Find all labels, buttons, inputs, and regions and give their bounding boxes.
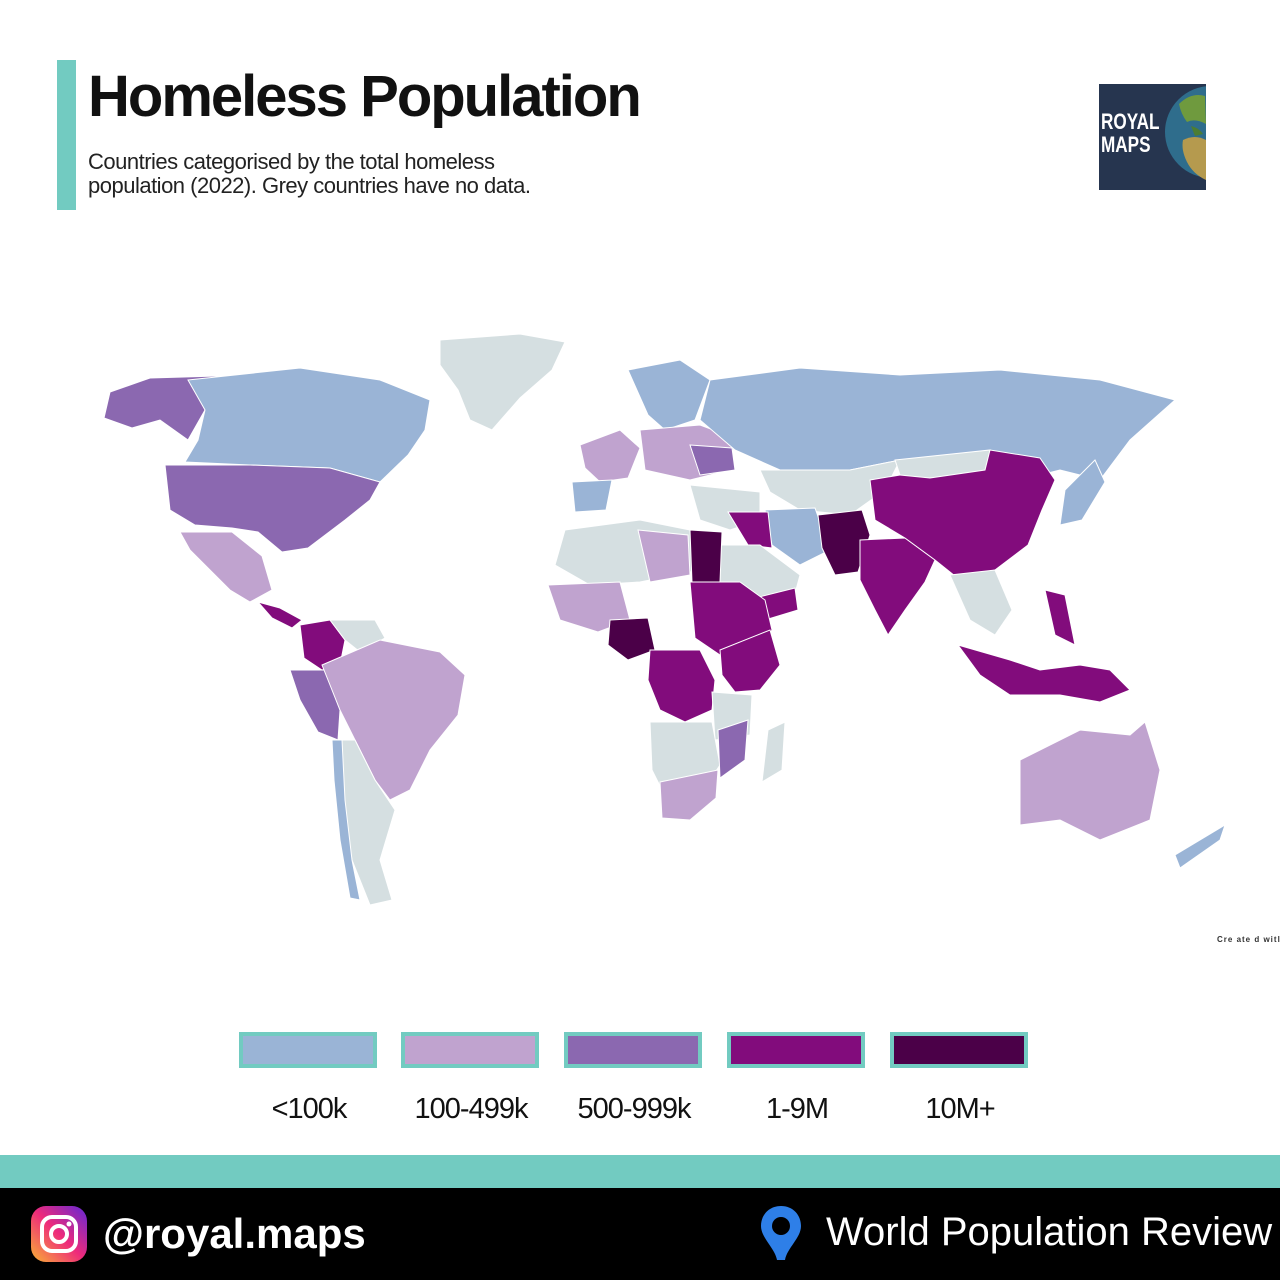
footer-accent-band: [0, 1155, 1280, 1188]
legend-label: 100-499k: [414, 1093, 529, 1125]
logo-line-1: ROYAL: [1101, 109, 1160, 134]
region-west-europe: [579, 429, 641, 483]
legend-swatch: [401, 1032, 539, 1068]
royal-maps-logo: ROYAL MAPS: [1099, 84, 1206, 190]
region-central-africa: [647, 649, 716, 723]
region-australia: [1019, 721, 1161, 841]
globe-icon: [1165, 86, 1206, 180]
region-egypt-sudan: [689, 529, 723, 583]
region-southeast-asia: [949, 569, 1013, 636]
region-india: [859, 537, 936, 636]
footer: @royal.maps World Population Review: [0, 1188, 1280, 1280]
region-iraq-syria: [727, 511, 773, 549]
page-subtitle: Countries categorised by the total homel…: [88, 149, 531, 198]
region-alaska: [103, 375, 219, 441]
region-south-africa: [659, 769, 719, 821]
region-central-america: [256, 601, 303, 629]
region-kazakhstan-central-asia: [759, 459, 901, 516]
region-new-zealand: [1174, 823, 1226, 869]
logo-text: ROYAL MAPS: [1101, 110, 1159, 156]
region-mexico: [179, 531, 273, 603]
region-chile: [331, 739, 361, 901]
legend-label: <100k: [271, 1093, 348, 1125]
region-philippines: [1044, 589, 1076, 646]
legend-swatch: [727, 1032, 865, 1068]
region-nigeria: [607, 617, 656, 661]
legend-label: 1-9M: [765, 1093, 829, 1125]
region-east-africa: [719, 629, 781, 693]
region-brazil: [321, 639, 466, 801]
region-mozambique: [717, 719, 749, 779]
legend-swatch: [890, 1032, 1028, 1068]
page-title: Homeless Population: [88, 64, 642, 129]
region-japan-korea: [1059, 459, 1106, 526]
data-source: World Population Review: [826, 1210, 1273, 1254]
world-map: [103, 333, 1226, 906]
region-greenland: [439, 333, 566, 431]
location-pin-icon: [761, 1206, 801, 1260]
region-russia: [699, 367, 1177, 481]
instagram-handle[interactable]: @royal.maps: [103, 1210, 366, 1257]
title-accent-bar: [57, 60, 76, 210]
region-pakistan-afghanistan: [817, 509, 871, 576]
region-usa: [164, 464, 381, 553]
region-madagascar: [761, 721, 786, 783]
legend-label: 500-999k: [577, 1093, 692, 1125]
region-mongolia: [894, 449, 991, 479]
region-indonesia: [956, 644, 1131, 703]
region-scandinavia: [627, 359, 711, 431]
map-credit: Cre ate d witl: [1217, 935, 1280, 944]
instagram-icon: [31, 1206, 87, 1262]
legend-label: 10M+: [925, 1093, 995, 1125]
region-ukraine: [689, 444, 736, 476]
legend-swatch: [564, 1032, 702, 1068]
region-iberia: [571, 479, 613, 513]
logo-line-2: MAPS: [1101, 132, 1151, 157]
map-legend: <100k 100-499k 500-999k 1-9M 10M+: [0, 1030, 1280, 1140]
region-libya-region: [637, 529, 691, 583]
legend-swatch: [239, 1032, 377, 1068]
